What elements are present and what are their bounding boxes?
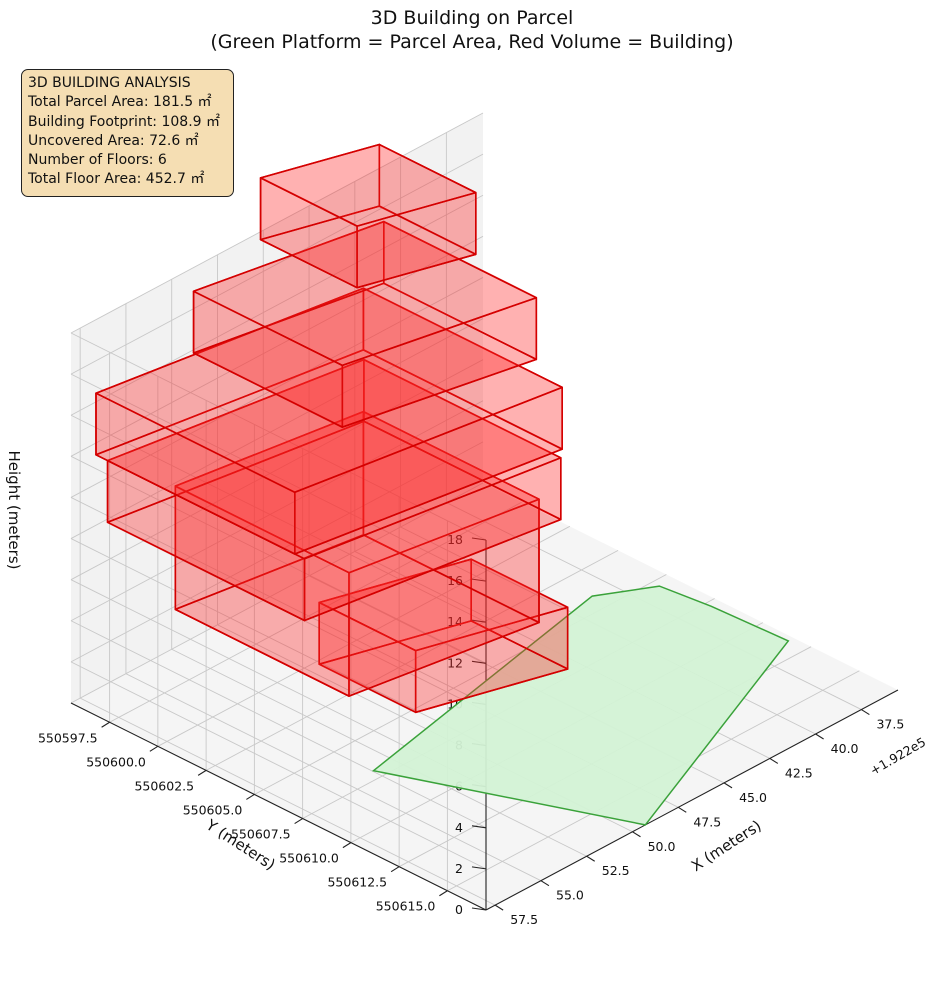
geometry: [95, 143, 790, 826]
tick-labels: 37.5 40.0 42.5 45.0 47.5 50.0 52.5 55.0 57.5 5505…: [38, 532, 904, 927]
y-tick-mark: [246, 793, 255, 800]
y-tick-label: 550602.5: [134, 778, 194, 793]
chart-title: 3D Building on Parcel: [370, 7, 574, 29]
gridline-z-right: [70, 359, 484, 581]
gridline-z-left: [70, 661, 487, 870]
gridline-z-left: [70, 620, 487, 829]
z-tick-label: 4: [455, 820, 463, 835]
x-tick-mark: [723, 782, 733, 789]
gridline-x-floor: [79, 697, 496, 906]
gridline-z-right: [70, 441, 484, 663]
gridline-x-floor: [171, 648, 587, 857]
gridline-z-left: [70, 414, 487, 623]
parcel-platform: [371, 585, 790, 826]
x-tick-mark: [677, 806, 687, 813]
building-face-level-4: [95, 349, 564, 555]
building-face-level-6: [259, 205, 477, 289]
z-tick-mark: [471, 578, 487, 582]
z-tick-label: 2: [455, 861, 463, 876]
y-tick-mark: [342, 842, 352, 849]
gridline-z-right: [70, 153, 484, 375]
x-tick-label: 55.0: [556, 888, 584, 903]
building-face-level-3: [106, 420, 562, 622]
z-tick-label: 14: [447, 614, 463, 629]
x-tick-label: 37.5: [876, 717, 904, 732]
y-tick-label: 550600.0: [86, 754, 146, 769]
info-heading: 3D BUILDING ANALYSIS: [28, 75, 191, 91]
info-total-floor-area: Total Floor Area: 452.7 ㎡: [28, 171, 205, 188]
y-tick-mark: [197, 769, 207, 776]
x-tick-mark: [586, 855, 596, 862]
building-face-level-5: [192, 282, 538, 428]
info-number-of-floors: Number of Floors: 6: [28, 152, 167, 169]
info-uncovered-area: Uncovered Area: 72.6 ㎡: [28, 132, 199, 149]
chart-subtitle: (Green Platform = Parcel Area, Red Volum…: [210, 31, 734, 53]
info-box: 3D BUILDING ANALYSIS Total Parcel Area: …: [21, 69, 234, 197]
gridline-z-right: [70, 482, 484, 704]
z-tick-mark: [471, 619, 487, 623]
y-tick-label: 550610.0: [279, 851, 339, 866]
gridline-x-floor: [125, 673, 542, 882]
x-tick-mark: [632, 831, 641, 838]
y-tick-mark: [101, 721, 110, 728]
info-building-footprint: Building Footprint: 108.9 ㎡: [28, 113, 221, 130]
y-tick-mark: [294, 818, 303, 825]
gridline-y-floor: [157, 525, 571, 747]
z-axis-label: Height (meters): [5, 451, 23, 570]
x-tick-label: 45.0: [739, 790, 767, 805]
z-tick-label: 18: [447, 532, 463, 547]
x-tick-mark: [494, 904, 504, 911]
building-face-level-6: [259, 143, 477, 227]
x-tick-label: 42.5: [785, 765, 813, 780]
building-face-level-1: [318, 558, 569, 652]
gridline-z-right: [70, 318, 484, 539]
x-tick-label: 52.5: [602, 863, 630, 878]
x-tick-mark: [769, 757, 779, 764]
x-tick-label: 50.0: [648, 839, 676, 854]
z-tick-label: 0: [455, 902, 463, 917]
y-axis-line: [70, 702, 487, 911]
y-tick-mark: [390, 866, 400, 873]
building-face-level-4: [95, 287, 564, 494]
building-face-level-1: [318, 620, 569, 714]
y-axis-label: Y (meters): [202, 815, 279, 873]
building-face-level-3: [106, 358, 562, 560]
y-tick-mark: [149, 745, 159, 752]
gridline-z-right: [70, 194, 484, 416]
y-tick-label: 550615.0: [376, 899, 436, 914]
x-axis-line: [485, 689, 899, 911]
gridline-z-right: [70, 235, 484, 457]
z-tick-label: 12: [447, 655, 463, 670]
y-tick-label: 550607.5: [231, 827, 291, 842]
y-tick-label: 550597.5: [38, 730, 98, 745]
x-tick-label: 57.5: [510, 912, 538, 927]
x-tick-label: 40.0: [831, 741, 859, 756]
x-tick-mark: [815, 733, 824, 740]
z-tick-mark: [471, 907, 487, 911]
gridline-z-left: [70, 538, 487, 746]
gridline-z-left: [70, 455, 487, 664]
building-face-level-2: [174, 410, 540, 574]
x-tick-label: 47.5: [693, 814, 721, 829]
building-face-level-5: [192, 220, 538, 367]
x-offset-label: +1.922e5: [867, 734, 928, 778]
x-tick-mark: [540, 880, 550, 887]
y-tick-mark: [439, 890, 448, 897]
gridline-y-floor: [109, 501, 522, 723]
gridline-y-floor: [205, 549, 619, 771]
y-tick-label: 550612.5: [327, 875, 387, 890]
z-tick-mark: [471, 866, 487, 870]
x-tick-mark: [861, 709, 870, 716]
building-face-level-2: [174, 534, 540, 697]
info-total-parcel-area: Total Parcel Area: 181.5 ㎡: [28, 94, 212, 111]
z-tick-mark: [471, 660, 487, 664]
z-tick-mark: [471, 537, 487, 541]
y-tick-label: 550605.0: [183, 802, 243, 817]
gridline-z-right: [70, 112, 484, 334]
z-tick-mark: [471, 825, 487, 829]
